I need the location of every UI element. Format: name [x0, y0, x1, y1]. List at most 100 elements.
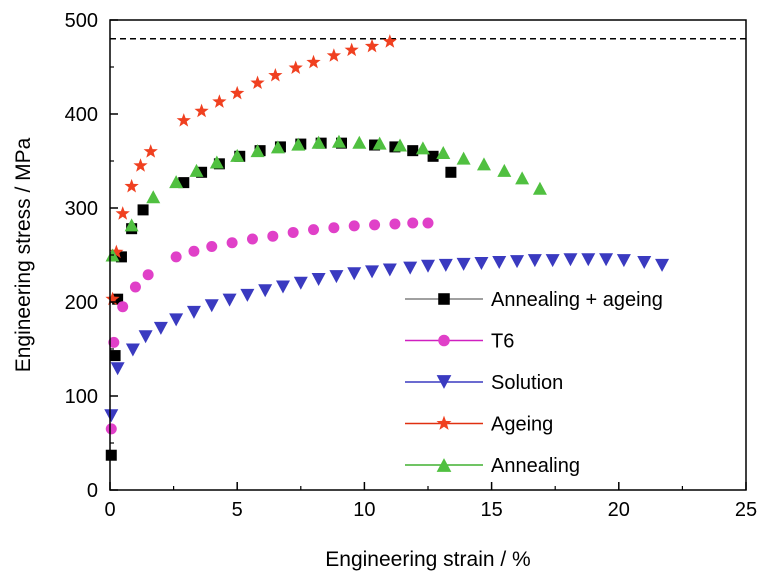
data-point-circle	[407, 217, 419, 229]
data-point-circle	[267, 230, 279, 242]
data-point-circle	[348, 220, 360, 232]
data-point-circle	[246, 233, 258, 245]
legend-marker-triangle-down	[436, 375, 452, 389]
data-point-triangle-up	[189, 163, 204, 177]
data-point-circle	[328, 222, 340, 234]
series-star	[105, 34, 397, 306]
data-series-layer	[104, 34, 670, 461]
data-point-triangle-up	[209, 155, 224, 169]
data-point-triangle-up	[146, 190, 161, 204]
legend-label: T6	[491, 331, 514, 353]
data-point-circle	[422, 217, 434, 229]
x-tick-label: 0	[104, 499, 115, 521]
data-point-square	[178, 177, 190, 189]
y-tick-label: 400	[65, 104, 98, 126]
data-point-triangle-down	[347, 267, 362, 281]
data-point-triangle-down	[382, 263, 397, 277]
legend-label: Annealing	[491, 455, 580, 477]
data-point-triangle-up	[456, 151, 471, 165]
data-point-square	[389, 141, 401, 153]
y-tick-label: 200	[65, 292, 98, 314]
data-point-triangle-down	[104, 409, 119, 423]
data-point-star	[364, 38, 380, 53]
legend-marker-star	[436, 415, 452, 430]
data-point-star	[115, 206, 130, 220]
data-point-star	[288, 60, 303, 75]
data-point-square	[109, 350, 121, 362]
data-point-triangle-down	[599, 253, 614, 267]
data-point-triangle-up	[415, 141, 430, 155]
data-point-triangle-down	[365, 265, 380, 279]
data-point-triangle-down	[138, 330, 153, 344]
series-square	[105, 137, 457, 461]
legend-marker-circle	[438, 334, 450, 347]
data-point-triangle-up	[250, 144, 265, 158]
legend-label: Annealing + ageing	[491, 289, 663, 311]
legend-item: Solution	[405, 372, 563, 394]
data-point-triangle-down	[125, 343, 140, 357]
data-point-triangle-down	[169, 313, 184, 327]
legend-item: T6	[405, 331, 514, 353]
data-point-star	[194, 103, 209, 118]
data-point-square	[105, 449, 117, 461]
data-point-triangle-down	[204, 299, 219, 313]
data-point-star	[268, 67, 283, 82]
data-point-circle	[108, 336, 120, 348]
data-point-triangle-up	[497, 163, 512, 177]
data-point-triangle-up	[124, 218, 139, 232]
data-point-triangle-up	[230, 148, 245, 162]
data-point-circle	[369, 219, 381, 231]
data-point-triangle-up	[291, 137, 306, 151]
x-tick-label: 25	[735, 499, 757, 521]
data-point-triangle-down	[186, 305, 201, 319]
data-point-circle	[308, 224, 320, 236]
data-point-triangle-down	[311, 272, 326, 286]
data-point-triangle-up	[436, 146, 451, 160]
data-point-circle	[170, 251, 182, 263]
data-point-star	[382, 34, 397, 48]
legend: Annealing + ageing T6 Solution Ageing Anneal…	[405, 289, 663, 477]
data-point-triangle-down	[527, 254, 542, 268]
data-point-square	[445, 166, 457, 178]
axis-layer: 0 5 10 15 20 25 0 100 200 300 400 500	[65, 10, 758, 521]
data-point-star	[306, 54, 321, 69]
data-point-square	[407, 145, 419, 157]
data-point-square	[137, 204, 149, 216]
legend-item: Ageing	[405, 414, 553, 436]
legend-marker-triangle-up	[436, 458, 452, 472]
data-point-star	[326, 48, 341, 62]
series-circle	[105, 217, 434, 435]
data-point-square	[115, 251, 127, 263]
x-tick-label: 10	[353, 499, 375, 521]
x-tick-label: 15	[480, 499, 502, 521]
data-point-triangle-down	[474, 256, 489, 270]
data-point-triangle-down	[329, 270, 344, 284]
data-point-circle	[117, 301, 129, 313]
data-point-triangle-up	[331, 134, 346, 148]
data-point-square	[196, 166, 208, 178]
data-point-star	[143, 144, 158, 158]
y-tick-label: 500	[65, 10, 98, 32]
y-tick-label: 0	[87, 480, 98, 502]
y-tick-label: 100	[65, 386, 98, 408]
data-point-square	[112, 293, 124, 305]
data-point-triangle-down	[222, 293, 237, 307]
y-tick-label: 300	[65, 198, 98, 220]
data-point-triangle-down	[655, 258, 670, 272]
data-point-triangle-up	[532, 181, 547, 195]
data-point-circle	[287, 226, 299, 238]
data-point-star	[109, 244, 124, 259]
x-axis-title: Engineering strain / %	[325, 548, 530, 571]
data-point-triangle-up	[352, 135, 367, 149]
legend-item: Annealing	[405, 455, 580, 477]
data-point-star	[230, 85, 245, 100]
data-point-star	[105, 291, 120, 306]
data-point-triangle-down	[492, 256, 507, 270]
data-point-star	[124, 178, 139, 193]
data-point-circle	[188, 245, 200, 257]
x-tick-label: 5	[232, 499, 243, 521]
data-point-triangle-up	[476, 157, 491, 171]
data-point-circle	[142, 269, 154, 281]
data-point-triangle-down	[403, 261, 418, 275]
